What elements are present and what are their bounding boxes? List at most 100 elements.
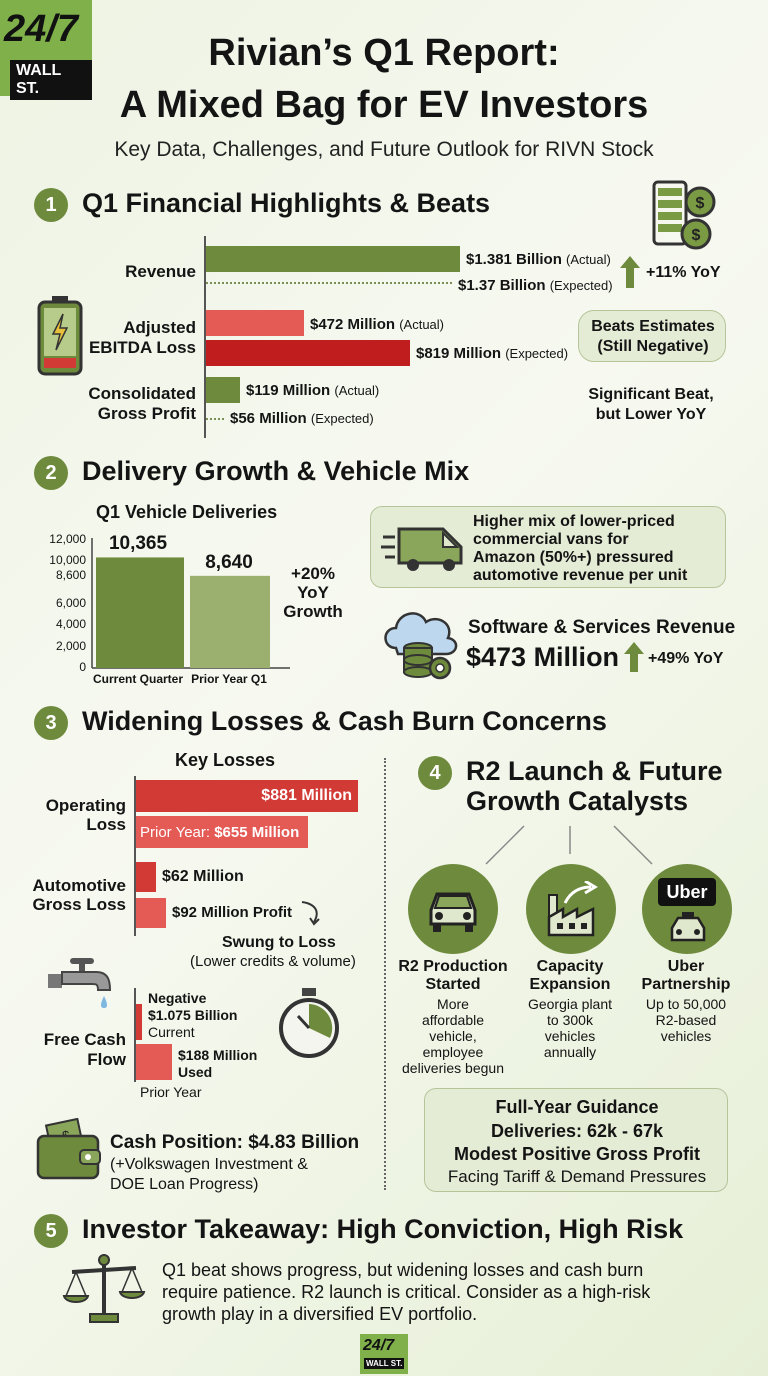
svg-text:$: $ [692, 227, 701, 244]
section-2-number: 2 [34, 456, 68, 490]
ebitda-expected-value: $819 Million (Expected) [416, 345, 569, 362]
section-3-number: 3 [34, 706, 68, 740]
growth-line1: +20% [291, 564, 335, 583]
curved-arrow-icon [300, 900, 324, 928]
deliveries-category-label: Prior Year Q1 [191, 672, 267, 686]
deliveries-y-tick: 4,000 [55, 617, 86, 632]
section-4-title-line1: R2 Launch & Future [466, 756, 723, 786]
operating-loss-current-bar: $881 Million [136, 780, 358, 812]
takeaway-line2: require patience. R2 launch is critical.… [162, 1282, 651, 1302]
section-4-title-line2: Growth Catalysts [466, 786, 689, 816]
deliveries-y-tick: 2,000 [55, 638, 86, 653]
gross-profit-actual-bar [206, 377, 240, 403]
ebitda-label-line1: Adjusted [123, 318, 196, 337]
revenue-expected-value: $1.37 Billion (Expected) [458, 277, 613, 294]
revenue-expected-line [206, 282, 452, 284]
fcf-current-bar [136, 1004, 142, 1040]
gross-profit-label-line1: Consolidated [88, 384, 196, 403]
takeaway-line1: Q1 beat shows progress, but widening los… [162, 1260, 644, 1280]
money-stack-icon: $ $ [648, 180, 720, 252]
guidance-gross-profit: Modest Positive Gross Profit [453, 1144, 701, 1164]
ebitda-expected-bar [206, 340, 410, 366]
deliveries-value-label: 10,365 [108, 533, 168, 555]
deliveries-value-label: 8,640 [205, 551, 253, 573]
cash-note-line1: (+Volkswagen Investment & [110, 1156, 308, 1173]
up-arrow-icon [624, 642, 644, 672]
footer-logo: 24/7 WALL ST. [360, 1334, 408, 1374]
takeaway-line3: growth play in a diversified EV portfoli… [162, 1304, 478, 1324]
guidance-deliveries: Deliveries: 62k - 67k [490, 1121, 664, 1141]
section-5-number: 5 [34, 1214, 68, 1248]
losses-axis [134, 776, 136, 936]
revenue-label: Revenue [125, 262, 196, 281]
catalyst-3-desc: Up to 50,000 R2-based vehicles [645, 996, 727, 1044]
automotive-loss-prior-bar [136, 898, 166, 928]
stopwatch-icon [276, 986, 342, 1062]
operating-loss-prior-bar: Prior Year: $655 Million [136, 816, 308, 848]
fcf-label-line1: Free Cash [43, 1030, 126, 1049]
fcf-prior-value-line1: $188 Million [178, 1047, 258, 1063]
deliveries-y-tick: 8,600 [55, 568, 86, 583]
revenue-actual-value: $1.381 Billion (Actual) [466, 251, 611, 268]
section-3-title: Widening Losses & Cash Burn Concerns [82, 706, 607, 736]
gross-profit-expected-line [206, 418, 224, 420]
deliveries-y-tick: 6,000 [55, 596, 86, 610]
fcf-prior-bar [136, 1044, 172, 1080]
section-5-title: Investor Takeaway: High Conviction, High… [82, 1214, 684, 1244]
svg-text:$: $ [696, 195, 705, 212]
catalyst-2-title-line1: Capacity [536, 958, 604, 975]
operating-loss-label-line1: Operating [45, 796, 126, 815]
ebitda-actual-value: $472 Million (Actual) [310, 316, 444, 333]
catalyst-1-title-line1: R2 Production [398, 958, 508, 975]
fcf-current-tag: Current [148, 1024, 195, 1040]
revenue-actual-bar [206, 246, 460, 272]
automotive-loss-label-line1: Automotive [32, 876, 127, 895]
catalyst-2-title-line2: Expansion [529, 976, 611, 993]
vehicle-mix-note: Higher mix of lower-priced commercial va… [370, 506, 726, 588]
uber-logo: Uber [666, 882, 708, 902]
fcf-current-value: $1.075 Billion [148, 1007, 238, 1023]
gross-profit-label-line2: Gross Profit [97, 404, 196, 423]
financial-chart-axis [204, 236, 206, 438]
section-divider [384, 758, 386, 1190]
deliveries-y-tick: 12,000 [49, 532, 86, 546]
automotive-loss-prior-value: $92 Million Profit [172, 904, 293, 921]
growth-line2: YoY [297, 583, 329, 602]
uber-icon: Uber [642, 864, 732, 954]
logo-line2: WALL ST. [10, 60, 92, 100]
fcf-prior-value-line2: Used [178, 1064, 213, 1080]
battery-icon [36, 296, 84, 378]
automotive-loss-current-value: $62 Million [162, 868, 244, 885]
ebitda-actual-bar [206, 310, 304, 336]
section-4-number: 4 [418, 756, 452, 790]
catalyst-1-desc: More affordable vehicle, employee delive… [402, 996, 504, 1076]
catalyst-1-title-line2: Started [425, 976, 481, 993]
r2-car-icon [408, 864, 498, 954]
swung-to-loss: Swung to Loss [222, 934, 336, 951]
beats-estimates-badge: Beats Estimates (Still Negative) [578, 310, 726, 362]
deliveries-chart-title: Q1 Vehicle Deliveries [96, 502, 278, 522]
catalyst-connectors [485, 825, 653, 865]
software-yoy: +49% YoY [648, 650, 724, 667]
deliveries-y-tick: 0 [79, 660, 86, 674]
software-label: Software & Services Revenue [468, 617, 736, 638]
wallet-icon: $ [34, 1117, 104, 1182]
guidance-box: Full-Year Guidance Deliveries: 62k - 67k… [424, 1088, 728, 1192]
factory-icon [526, 864, 616, 954]
page-subtitle: Key Data, Challenges, and Future Outlook… [114, 138, 654, 161]
cash-position: Cash Position: $4.83 Billion [110, 1132, 360, 1153]
software-value: $473 Million [466, 642, 620, 672]
up-arrow-icon [620, 256, 640, 288]
logo: 24/7 WALL ST. [0, 0, 92, 100]
deliveries-y-ticks: 12,000 10,000 8,600 6,000 4,000 2,000 0 [40, 526, 90, 686]
deliveries-bar [190, 575, 270, 668]
deliveries-y-tick: 10,000 [49, 553, 86, 568]
section-2-title: Delivery Growth & Vehicle Mix [82, 456, 470, 486]
page-title-line2: A Mixed Bag for EV Investors [119, 84, 649, 126]
automotive-loss-label-line2: Gross Loss [32, 895, 126, 914]
section-1-title: Q1 Financial Highlights & Beats [82, 188, 491, 218]
swung-note: (Lower credits & volume) [190, 953, 356, 970]
scales-icon [62, 1252, 146, 1326]
revenue-yoy: +11% YoY [646, 264, 721, 281]
section-1-number: 1 [34, 188, 68, 222]
